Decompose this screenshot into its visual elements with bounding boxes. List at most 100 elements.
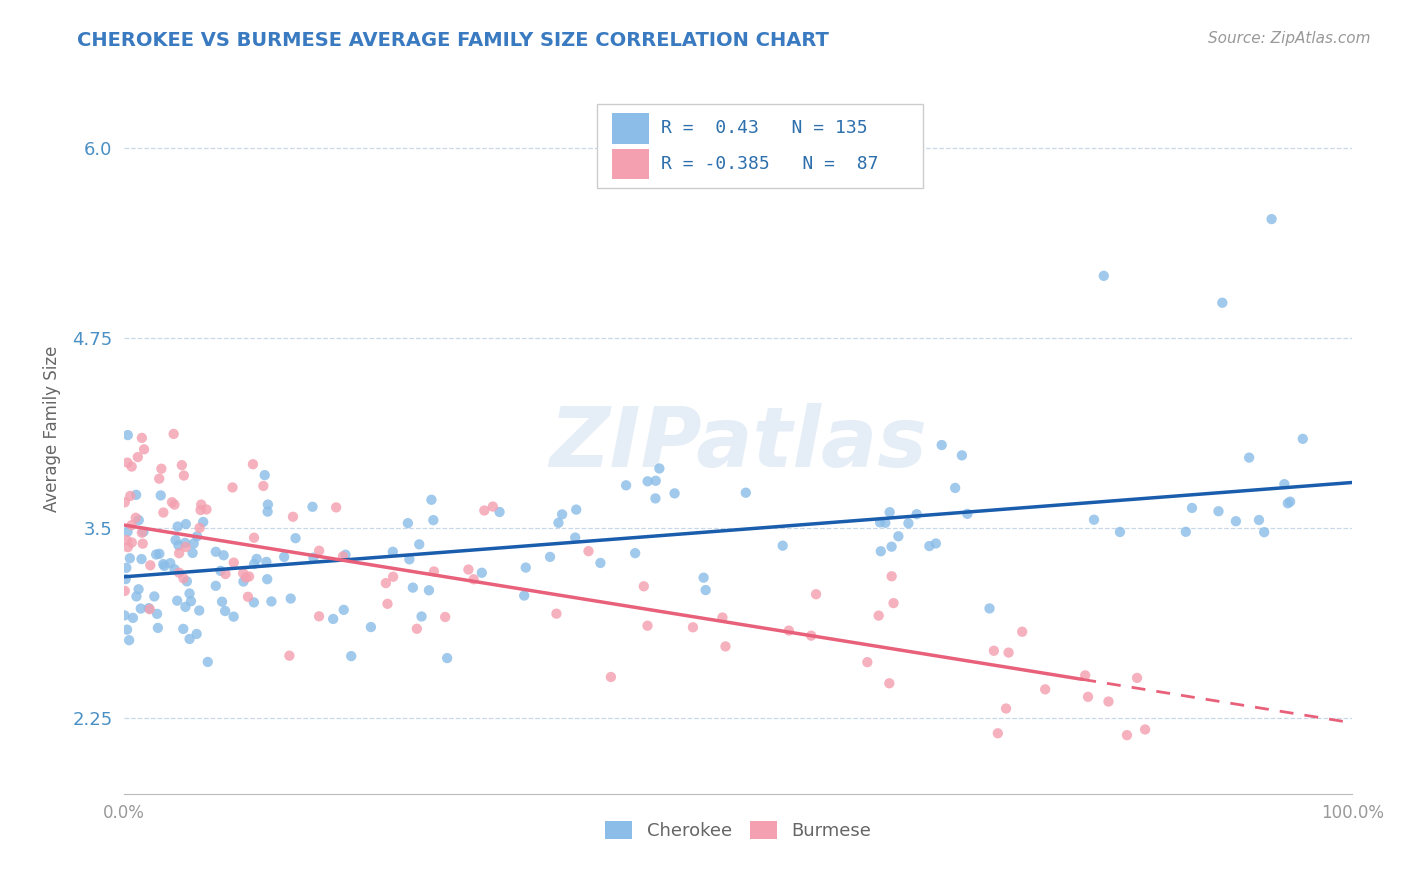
Point	[905, 507, 928, 521]
Point	[332, 603, 354, 617]
Point	[138, 601, 160, 615]
Point	[280, 591, 302, 606]
Point	[600, 670, 623, 684]
Point	[121, 535, 143, 549]
Point	[956, 507, 979, 521]
Point	[149, 488, 172, 502]
Point	[360, 620, 382, 634]
Point	[879, 505, 901, 519]
Point	[589, 556, 612, 570]
Point	[482, 500, 505, 514]
Point	[551, 508, 574, 522]
Point	[1174, 524, 1197, 539]
Point	[925, 536, 948, 550]
Point	[463, 572, 485, 586]
Point	[1074, 668, 1097, 682]
Point	[377, 597, 399, 611]
Point	[1092, 268, 1115, 283]
Point	[222, 556, 245, 570]
Point	[167, 566, 190, 580]
Point	[174, 536, 197, 550]
Point	[167, 546, 190, 560]
Point	[1208, 504, 1230, 518]
Point	[1126, 671, 1149, 685]
Point	[256, 572, 278, 586]
Point	[114, 584, 136, 599]
Point	[115, 561, 138, 575]
Point	[159, 556, 181, 570]
Y-axis label: Average Family Size: Average Family Size	[44, 346, 60, 512]
Point	[513, 589, 536, 603]
Point	[308, 609, 330, 624]
Point	[278, 648, 301, 663]
Point	[174, 540, 197, 554]
Point	[235, 570, 257, 584]
Point	[1033, 682, 1056, 697]
Point	[1083, 513, 1105, 527]
Point	[139, 602, 162, 616]
Point	[211, 595, 233, 609]
Point	[411, 609, 433, 624]
Point	[186, 627, 208, 641]
Point	[148, 547, 170, 561]
Point	[150, 461, 173, 475]
Point	[188, 521, 211, 535]
Point	[114, 572, 136, 586]
Point	[181, 546, 204, 560]
Point	[578, 544, 600, 558]
Text: R =  0.43   N = 135: R = 0.43 N = 135	[661, 120, 868, 137]
Point	[538, 549, 561, 564]
Point	[273, 549, 295, 564]
Point	[117, 540, 139, 554]
Point	[120, 489, 142, 503]
Point	[146, 607, 169, 621]
Point	[422, 513, 444, 527]
Point	[162, 426, 184, 441]
Point	[117, 524, 139, 539]
Point	[995, 701, 1018, 715]
Point	[472, 503, 495, 517]
Point	[398, 552, 420, 566]
Point	[179, 632, 201, 646]
Point	[186, 529, 208, 543]
Point	[565, 502, 588, 516]
Point	[197, 655, 219, 669]
Point	[152, 557, 174, 571]
Point	[114, 495, 136, 509]
Point	[256, 505, 278, 519]
Point	[396, 516, 419, 531]
Point	[664, 486, 686, 500]
Point	[179, 586, 201, 600]
Point	[950, 449, 973, 463]
Point	[301, 500, 323, 514]
Point	[152, 506, 174, 520]
Point	[374, 576, 396, 591]
Point	[236, 590, 259, 604]
Point	[1247, 513, 1270, 527]
Point	[170, 458, 193, 472]
Point	[118, 551, 141, 566]
Text: Source: ZipAtlas.com: Source: ZipAtlas.com	[1208, 31, 1371, 46]
Point	[204, 579, 226, 593]
Point	[190, 503, 212, 517]
Point	[332, 549, 354, 564]
Point	[221, 480, 243, 494]
Point	[125, 488, 148, 502]
Point	[880, 569, 903, 583]
Point	[887, 529, 910, 543]
FancyBboxPatch shape	[598, 104, 922, 188]
Point	[190, 498, 212, 512]
Point	[127, 450, 149, 464]
Point	[114, 608, 136, 623]
Point	[1116, 728, 1139, 742]
Point	[943, 481, 966, 495]
Point	[875, 516, 897, 530]
Point	[243, 557, 266, 571]
Point	[564, 531, 586, 545]
Point	[139, 558, 162, 573]
Point	[195, 502, 218, 516]
Point	[257, 498, 280, 512]
Point	[624, 546, 647, 560]
Point	[146, 621, 169, 635]
Text: CHEROKEE VS BURMESE AVERAGE FAMILY SIZE CORRELATION CHART: CHEROKEE VS BURMESE AVERAGE FAMILY SIZE …	[77, 31, 830, 50]
